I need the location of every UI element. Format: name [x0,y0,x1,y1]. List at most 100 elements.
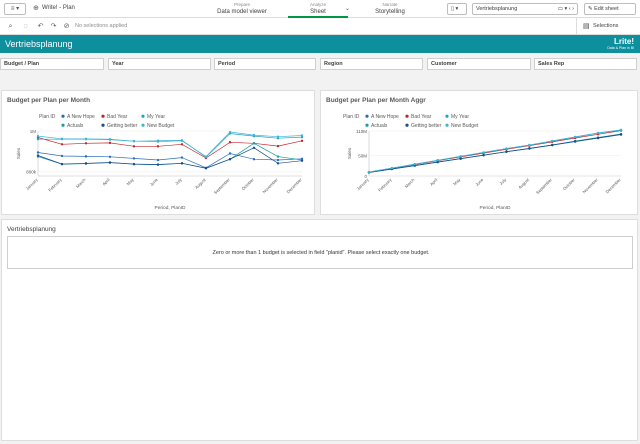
x-tick-label: December [605,177,623,195]
series-line [368,129,622,173]
legend-entry: Bad Year [411,114,432,120]
data-point [36,137,40,141]
legend-marker [445,123,449,127]
data-point [84,162,88,165]
data-point [228,130,232,134]
bookmark-button[interactable]: ▯ ▾ [447,3,467,15]
series-line [38,133,303,158]
data-point [573,140,577,143]
data-point [596,136,600,140]
chart-budget-per-plan[interactable]: Budget per Plan per Month Plan ID A New H… [1,90,315,215]
legend-entry: Getting better [107,123,138,129]
edit-sheet-button[interactable]: ✎ Edit sheet [584,3,636,15]
legend-entry: Getting better [411,123,442,129]
data-point [573,135,577,139]
x-tick-label: February [47,177,63,193]
x-tick-label: July [174,177,183,186]
no-selections-text: No selections applied [75,23,128,29]
legend-entry: Bad Year [107,114,128,120]
y-tick-label: 800k [26,170,37,175]
legend-marker [61,123,65,127]
series-line [37,131,303,158]
legend-marker [445,114,449,118]
data-point [482,153,485,157]
data-point [228,158,232,161]
data-point [459,157,462,160]
legend-marker [61,114,65,118]
data-point [180,162,184,165]
top-nav: ≡ ▾ ⊕ Write! - Plan Prepare Data model v… [0,0,640,18]
global-menu-button[interactable]: ≡ ▾ [4,3,26,15]
legend-entry: My Year [147,114,165,120]
data-point [180,143,184,146]
data-point [300,134,304,137]
x-tick-label: November [582,177,600,195]
x-tick-label: March [75,177,87,189]
selection-toolbar: ⌕ ◌ ↶ ↷ ⊘ No selections applied ▤ Select… [0,18,640,35]
chart2-title: Budget per Plan per Month Aggr [326,97,426,104]
selections-button[interactable]: ▤ Selections [576,18,640,35]
data-point [276,155,280,158]
x-tick-label: July [498,177,507,186]
lasso-icon[interactable]: ◌ [23,23,28,30]
data-point [84,137,88,140]
data-point [276,162,280,165]
filter-region[interactable]: Region [320,58,423,70]
sheet-selector[interactable]: Vertriebsplanung ▭ ▾ ‹ › [472,3,578,15]
tab-analyze[interactable]: Analyze Sheet [288,2,348,18]
data-point [36,134,40,138]
filter-customer[interactable]: Customer [427,58,531,70]
chevron-down-icon[interactable]: ⌄ [345,6,351,12]
globe-icon: ⊕ [33,5,39,12]
data-point [505,147,508,150]
data-point [367,170,371,174]
step-forward-icon[interactable]: ↷ [50,23,57,30]
sheet-title: Vertriebsplanung [5,39,73,49]
filter-sales-rep[interactable]: Sales Rep [534,58,637,70]
chart-budget-per-plan-aggr[interactable]: Budget per Plan per Month Aggr Plan ID A … [320,90,638,215]
legend-marker [101,123,105,127]
data-point [108,161,112,164]
step-back-icon[interactable]: ↶ [37,23,44,30]
chart2-svg: Plan ID A New Hope Bad Year My Year Actuals G… [343,114,623,211]
data-point [528,147,531,150]
filter-budget-plan[interactable]: Budget / Plan [0,58,104,70]
company-logo: Lrite! Data & Plan in BI [607,37,634,50]
data-point [482,151,485,154]
chart1-svg: Plan ID A New Hope Bad Year My Year Actuals G… [16,114,304,211]
clear-selections-icon[interactable]: ⊘ [63,23,70,30]
filter-period[interactable]: Period [214,58,316,70]
data-point [132,157,136,160]
data-point [108,141,112,145]
data-point [551,139,554,143]
data-point [551,143,554,147]
legend-marker [365,123,369,127]
tab-narrate[interactable]: Narrate Storytelling [375,2,405,15]
tab-prepare[interactable]: Prepare Data model viewer [217,2,267,15]
data-point [60,162,64,166]
y-axis-label: Sales [347,147,352,159]
x-tick-label: May [126,177,136,187]
x-tick-label: December [286,177,304,195]
data-point [108,137,112,141]
data-point [132,140,136,143]
data-point [252,142,256,145]
x-tick-label: January [25,177,40,192]
data-point [459,155,462,158]
y-tick-label: 0 [364,174,367,179]
data-point [228,152,232,155]
bookmark-icon: ▯ [451,6,455,12]
legend-entry: My Year [451,114,469,120]
legend-marker [141,123,145,127]
data-point [276,144,280,148]
legend-entry: New Budget [147,123,175,129]
filter-year[interactable]: Year [108,58,211,70]
legend-marker [101,114,105,118]
x-axis-label: Period, PlanID [480,205,511,211]
smart-search-icon[interactable]: ⌕ [8,23,13,30]
legend-marker [365,114,369,118]
x-tick-label: September [213,177,231,195]
data-point [156,145,160,148]
data-point [204,155,208,158]
data-point [60,137,64,140]
